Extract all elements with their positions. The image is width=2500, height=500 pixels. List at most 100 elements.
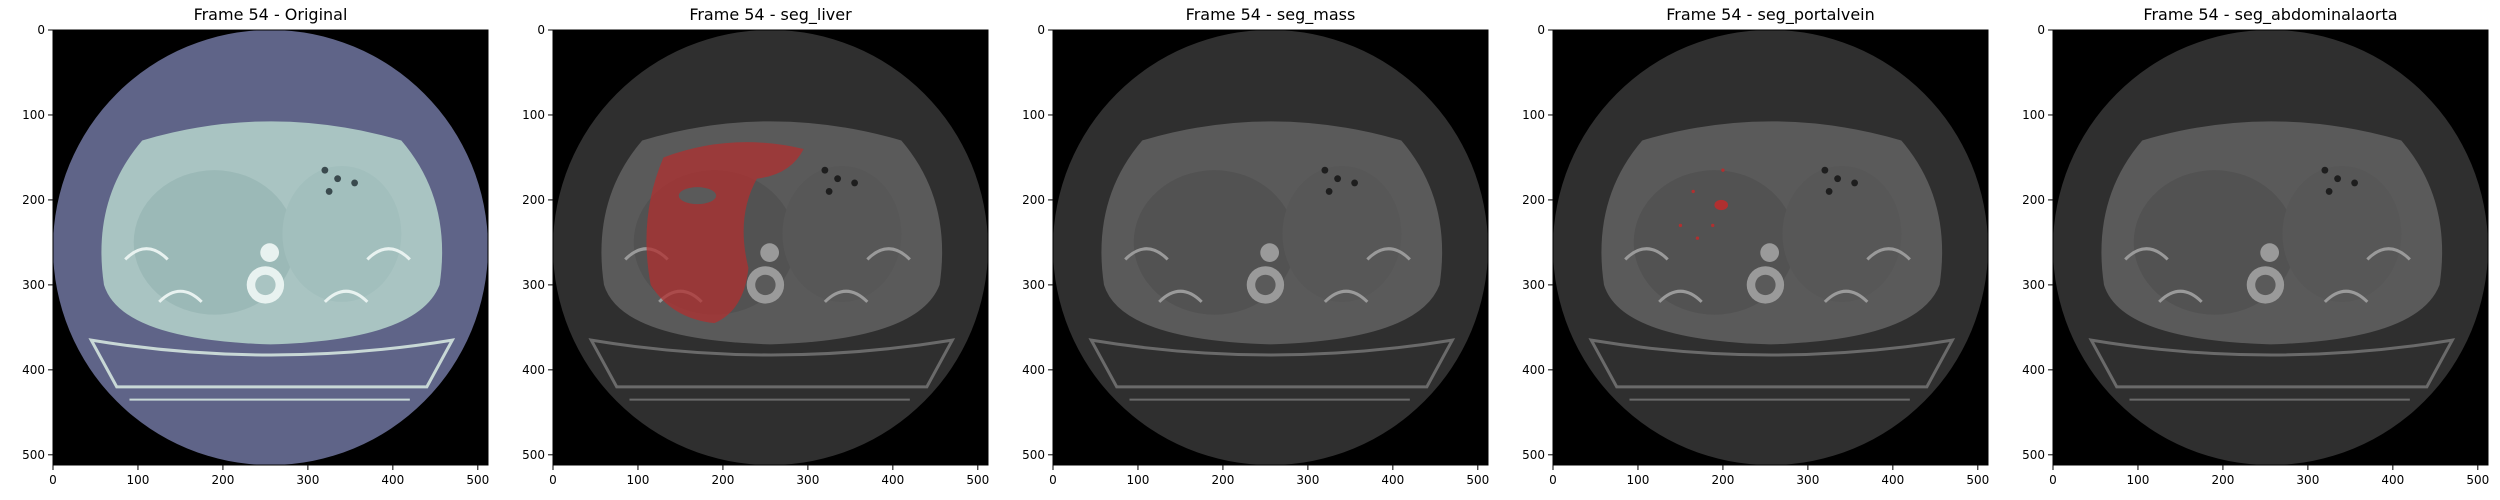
x-tick-label: 100 <box>1127 473 1150 487</box>
x-tick-label: 200 <box>1211 473 1234 487</box>
x-tick-label: 500 <box>966 473 989 487</box>
spinal-canal <box>2255 274 2276 296</box>
y-tick-label: 500 <box>1522 448 1545 462</box>
y-tick-label: 300 <box>1522 278 1545 292</box>
gas-pocket <box>1851 179 1859 187</box>
table-outline <box>588 338 956 389</box>
rib <box>323 289 369 303</box>
table-outline <box>1088 338 1456 389</box>
x-tick-label: 500 <box>1466 473 1489 487</box>
rib <box>1124 247 1169 261</box>
x-tick-label: 200 <box>1711 473 1734 487</box>
panel-4: Frame 54 - seg_portalvein 0 100 200 300 400 50… <box>1522 5 1989 487</box>
axes-frame <box>2052 29 2489 466</box>
y-tick-label: 100 <box>2022 108 2045 122</box>
aorta <box>1760 243 1779 262</box>
y-tick-label: 100 <box>522 108 545 122</box>
y-tick-label: 100 <box>1022 108 1045 122</box>
rib <box>1823 289 1869 303</box>
y-tick-label: 0 <box>1037 23 1045 37</box>
x-tick-label: 300 <box>296 473 319 487</box>
gas-pocket <box>1821 166 1829 174</box>
ct-image <box>1053 30 1488 465</box>
y-tick-label: 200 <box>2022 193 2045 207</box>
rib <box>1866 247 1911 261</box>
y-tick-label: 100 <box>1522 108 1545 122</box>
x-tick-label: 200 <box>711 473 734 487</box>
gas-pocket <box>1351 179 1359 187</box>
gas-pocket <box>2321 166 2329 174</box>
rib <box>1658 289 1703 303</box>
spleen-region <box>1282 165 1402 302</box>
gas-pocket <box>321 166 329 174</box>
gas-pocket <box>2325 188 2333 195</box>
y-tick-label: 0 <box>1537 23 1545 37</box>
portalvein-branch <box>1721 168 1725 172</box>
rib <box>1158 289 1203 303</box>
panel-2: Frame 54 - seg_liver 0 100 200 300 400 500 0 100… <box>522 5 989 487</box>
rib <box>866 247 911 261</box>
x-tick-label: 300 <box>2296 473 2319 487</box>
panel-1: Frame 54 - Original 0 100 200 300 400 500 0 100 2… <box>22 5 489 487</box>
spleen-region <box>282 165 402 302</box>
y-tick-label: 0 <box>37 23 45 37</box>
spinal-canal <box>755 274 776 296</box>
x-tick-label: 100 <box>627 473 650 487</box>
x-tick-label: 400 <box>881 473 904 487</box>
rib <box>2124 247 2169 261</box>
gas-pocket <box>851 179 859 187</box>
y-tick-label: 400 <box>522 363 545 377</box>
ct-image <box>1553 30 1988 465</box>
aorta <box>760 243 779 262</box>
gas-pocket <box>2351 179 2359 187</box>
x-tick-label: 200 <box>211 473 234 487</box>
ct-image <box>53 30 488 465</box>
gas-pocket <box>334 175 342 183</box>
axes-frame <box>1052 29 1489 466</box>
spleen-region <box>1782 165 1902 302</box>
x-tick-label: 500 <box>2466 473 2489 487</box>
aorta <box>260 243 279 262</box>
portalvein-branch <box>1711 223 1715 228</box>
y-tick-label: 300 <box>522 278 545 292</box>
panel-title: Frame 54 - seg_mass <box>1186 5 1356 25</box>
portalvein-branch <box>1695 236 1700 240</box>
liver-overlay <box>646 142 804 324</box>
table-outline <box>88 338 456 389</box>
y-tick-label: 500 <box>2022 448 2045 462</box>
liver-overlay-hole <box>678 187 717 205</box>
gas-pocket <box>1825 188 1833 195</box>
x-tick-label: 400 <box>1881 473 1904 487</box>
x-tick-label: 0 <box>2049 473 2057 487</box>
portalvein-overlay <box>1714 199 1729 211</box>
axes-frame <box>1552 29 1989 466</box>
rib <box>823 289 869 303</box>
gas-pocket <box>1834 175 1842 183</box>
rib <box>1624 247 1669 261</box>
y-tick-label: 300 <box>22 278 45 292</box>
panel-title: Frame 54 - seg_liver <box>689 5 852 25</box>
y-tick-label: 0 <box>537 23 545 37</box>
x-tick-label: 100 <box>2127 473 2150 487</box>
x-tick-label: 300 <box>796 473 819 487</box>
rib <box>1323 289 1369 303</box>
gas-pocket <box>1325 188 1333 195</box>
table-outline <box>1588 338 1956 389</box>
y-tick-label: 0 <box>2037 23 2045 37</box>
spinal-canal <box>1255 274 1276 296</box>
y-tick-label: 400 <box>22 363 45 377</box>
portalvein-branch <box>1678 223 1683 228</box>
x-tick-label: 0 <box>49 473 57 487</box>
rib <box>2323 289 2369 303</box>
axes-frame <box>552 29 989 466</box>
table-outline <box>2088 338 2456 389</box>
y-tick-label: 500 <box>22 448 45 462</box>
spleen-region <box>782 165 902 302</box>
x-tick-label: 400 <box>2381 473 2404 487</box>
gas-pocket <box>1334 175 1342 183</box>
panel-5: Frame 54 - seg_abdominalaorta 0 100 200 300 4… <box>2022 5 2489 487</box>
x-tick-label: 100 <box>127 473 150 487</box>
portalvein-branch <box>1691 189 1695 194</box>
y-tick-label: 500 <box>1022 448 1045 462</box>
rib <box>158 289 203 303</box>
